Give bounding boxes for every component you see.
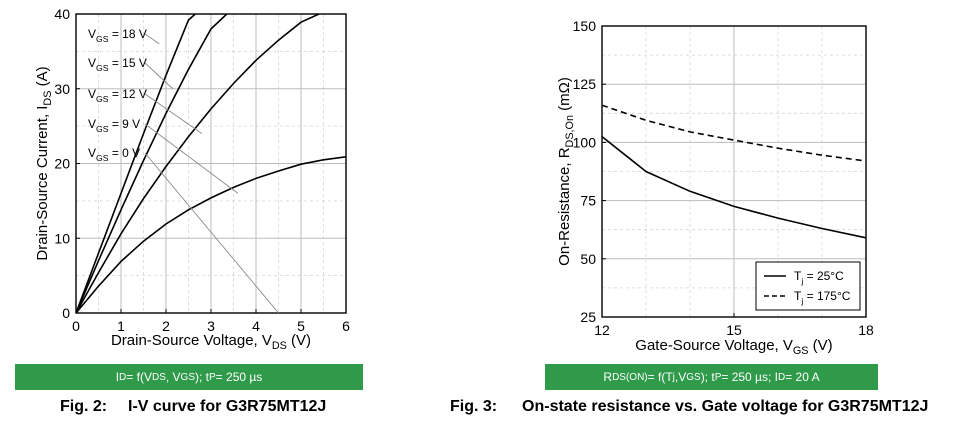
y-tick-label: 0 xyxy=(62,305,70,321)
y-tick-label: 50 xyxy=(580,251,596,267)
fig2-caption-text: I-V curve for G3R75MT12J xyxy=(128,398,327,415)
y-tick-label: 10 xyxy=(54,230,70,246)
annotation-leader xyxy=(144,93,203,134)
curves xyxy=(76,14,346,313)
x-tick-label: 1 xyxy=(117,318,125,334)
x-tick-label: 3 xyxy=(207,318,215,334)
y-tick-label: 100 xyxy=(573,134,597,150)
vgs-annotation: VGS = 12 V xyxy=(88,87,147,104)
legend-entry: Tj = 175°C xyxy=(794,289,851,306)
annotation-leader xyxy=(144,123,239,194)
iv-curve-chart: 0 1 2 3 4 5 6 0 10 20 30 40 Drain-Source Voltage, VD… xyxy=(34,6,350,352)
x-tick-label: 18 xyxy=(858,322,874,338)
legend-box xyxy=(755,261,861,311)
x-tick-label: 12 xyxy=(594,322,610,338)
y-tick-label: 75 xyxy=(580,193,596,209)
rds-curve-0 xyxy=(601,135,867,239)
iv-curve-2 xyxy=(76,14,320,313)
vgs-annotation: VGS = 15 V xyxy=(88,56,147,73)
y-tick-label: 150 xyxy=(573,18,597,34)
on-resistance-chart: 12 15 18 25 50 75 100 125 150 Gate-Source Voltage… xyxy=(556,18,874,357)
x-tick-label: 4 xyxy=(252,318,260,334)
x-tick-label: 0 xyxy=(72,318,80,334)
y-tick-label: 125 xyxy=(573,76,597,92)
iv-curve-3 xyxy=(76,156,346,313)
fig3-caption: Fig. 3: On-state resistance vs. Gate vol… xyxy=(450,398,928,416)
vgs-annotation: VGS = 9 V xyxy=(88,117,140,134)
iv-curve-0 xyxy=(76,14,196,313)
vgs-annotation: VGS = 0 V xyxy=(88,146,140,163)
x-axis-label: Drain-Source Voltage, VDS (V) xyxy=(111,332,311,352)
y-tick-label: 40 xyxy=(54,6,70,22)
y-tick-label: 30 xyxy=(54,81,70,97)
iv-curve-1 xyxy=(76,14,228,313)
y-axis-label: Drain-Source Current, IDS (A) xyxy=(34,66,54,260)
y-tick-label: 20 xyxy=(54,156,70,172)
annotation-leader xyxy=(144,152,279,314)
fig2-caption-label: Fig. 2: xyxy=(60,398,108,415)
legend-entry: Tj = 25°C xyxy=(794,269,844,286)
x-axis-label: Gate-Source Voltage, VGS (V) xyxy=(635,337,832,357)
x-tick-label: 15 xyxy=(726,322,742,338)
annotation-leader xyxy=(144,62,174,90)
fig3-caption-label: Fig. 3: xyxy=(450,398,498,415)
y-axis-label: On-Resistance, RDS,On (mΩ) xyxy=(556,77,576,266)
vgs-annotation: VGS = 18 V xyxy=(88,27,147,44)
x-tick-label: 2 xyxy=(162,318,170,334)
x-tick-label: 6 xyxy=(342,318,350,334)
y-tick-label: 25 xyxy=(580,309,596,325)
fig2-caption: Fig. 2: I-V curve for G3R75MT12J xyxy=(60,398,326,416)
x-tick-label: 5 xyxy=(297,318,305,334)
annotation-leader xyxy=(144,33,160,45)
fig3-caption-text: On-state resistance vs. Gate voltage for… xyxy=(522,398,929,415)
